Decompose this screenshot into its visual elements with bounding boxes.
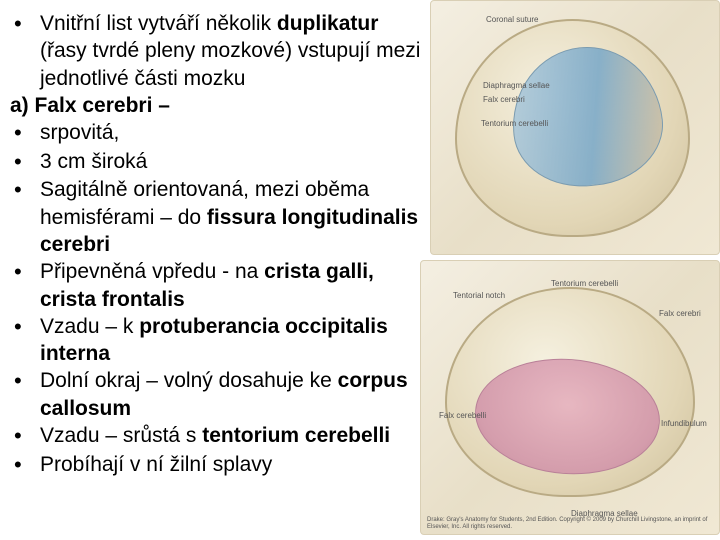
text-content: Vnitřní list vytváří několik duplikatur … (10, 10, 430, 479)
bullet-icon (10, 148, 40, 177)
list-item: Dolní okraj – volný dosahuje ke corpus c… (10, 367, 430, 422)
list-item: Sagitálně orientovaná, mezi oběma hemisf… (10, 176, 430, 258)
list-item-text: Sagitálně orientovaná, mezi oběma hemisf… (40, 176, 430, 258)
list-item-text: 3 cm široká (40, 148, 430, 175)
list-item-text: Vzadu – srůstá s tentorium cerebelli (40, 422, 430, 449)
anatomy-label: Tentorium cerebelli (481, 119, 548, 128)
list-item: Probíhají v ní žilní splavy (10, 451, 430, 480)
anatomy-label: Tentorial notch (453, 291, 505, 300)
heading-row: a) Falx cerebri – (10, 92, 430, 119)
anatomy-label: Infundibulum (661, 419, 707, 428)
list-item: Vnitřní list vytváří několik duplikatur … (10, 10, 430, 92)
anatomy-label: Falx cerebelli (439, 411, 486, 420)
list-item-text: Připevněná vpředu - na crista galli, cri… (40, 258, 430, 313)
bullet-icon (10, 176, 40, 205)
anatomy-label: Diaphragma sellae (571, 509, 638, 518)
bullet-icon (10, 451, 40, 480)
anatomy-image-top: Coronal suture Diaphragma sellae Falx cere… (430, 0, 720, 255)
list-item: 3 cm široká (10, 148, 430, 177)
heading-text: a) Falx cerebri – (10, 94, 170, 117)
anatomy-label: Tentorium cerebelli (551, 279, 618, 288)
list-item: Připevněná vpředu - na crista galli, cri… (10, 258, 430, 313)
bullet-icon (10, 367, 40, 396)
bullet-list: Vnitřní list vytváří několik duplikatur … (10, 10, 430, 479)
anatomy-label: Falx cerebri (483, 95, 525, 104)
bullet-icon (10, 258, 40, 287)
list-item: Vzadu – k protuberancia occipitalis inte… (10, 313, 430, 368)
list-item-text: srpovitá, (40, 119, 430, 146)
bullet-icon (10, 422, 40, 451)
bullet-icon (10, 313, 40, 342)
list-item-text: Dolní okraj – volný dosahuje ke corpus c… (40, 367, 430, 422)
bullet-icon (10, 10, 40, 39)
list-item-text: Vnitřní list vytváří několik duplikatur … (40, 10, 430, 92)
anatomy-label: Falx cerebri (659, 309, 701, 318)
anatomy-label: Diaphragma sellae (483, 81, 550, 90)
list-item-text: Probíhají v ní žilní splavy (40, 451, 430, 478)
list-item-text: Vzadu – k protuberancia occipitalis inte… (40, 313, 430, 368)
anatomy-label: Coronal suture (486, 15, 538, 24)
image-credit: Drake: Gray's Anatomy for Students, 2nd … (427, 517, 717, 530)
list-item: Vzadu – srůstá s tentorium cerebelli (10, 422, 430, 451)
list-item: srpovitá, (10, 119, 430, 148)
bullet-icon (10, 119, 40, 148)
anatomy-image-bottom: Drake: Gray's Anatomy for Students, 2nd … (420, 260, 720, 535)
